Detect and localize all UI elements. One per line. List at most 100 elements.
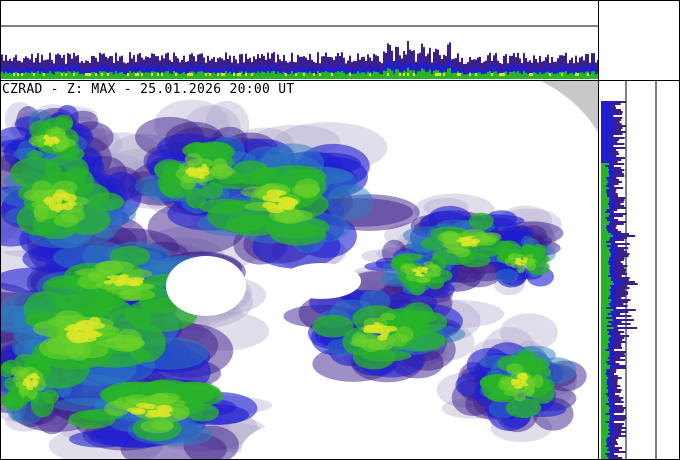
profile-column [327,72,329,79]
profile-column [43,73,45,76]
profile-column [263,72,265,79]
profile-row [601,115,609,117]
echo-cell [511,379,518,386]
profile-column [419,71,421,79]
profile-column [489,71,491,79]
profile-row [601,279,611,281]
profile-row [601,401,609,403]
profile-column [81,73,83,79]
echo-cell [135,408,146,413]
profile-row [601,425,609,427]
profile-row [601,415,610,417]
profile-row [601,237,611,239]
profile-column [107,73,109,76]
profile-row [601,445,606,447]
profile-column [99,71,101,79]
profile-column [373,71,375,79]
profile-row [601,305,611,307]
profile-column [335,72,337,79]
profile-row [601,421,606,423]
profile-column [301,72,303,79]
profile-column [289,73,291,79]
profile-column [185,73,187,79]
profile-column [15,71,17,79]
profile-row [601,363,608,365]
profile-column [139,71,141,79]
profile-column [79,74,81,79]
profile-row [601,387,607,389]
profile-column [247,73,249,79]
echo-cell [424,272,441,277]
echo-cell [52,397,120,413]
profile-column [579,72,581,79]
profile-column [51,73,53,79]
profile-column [467,73,469,79]
echo-cell [116,278,126,284]
profile-column [237,73,239,76]
profile-row [601,337,610,339]
profile-column [111,72,113,79]
profile-column [63,71,65,79]
profile-row [601,187,609,189]
profile-column [209,73,211,76]
reflectivity-echoes [1,81,598,459]
echo-cell [262,201,277,209]
corner-panel [598,0,680,81]
profile-column [521,74,523,79]
profile-column [421,68,423,79]
profile-column [273,70,275,79]
profile-column [161,73,163,76]
profile-row [601,255,611,257]
profile-column [595,74,597,79]
profile-column [519,72,521,79]
profile-column [93,72,95,79]
echo-cell [209,166,235,177]
profile-row [601,257,610,259]
profile-column [543,73,545,79]
profile-column [351,73,353,79]
profile-row [601,311,611,313]
echo-cell [55,203,67,210]
profile-column [127,73,129,76]
profile-column [223,73,225,79]
profile-row [601,395,608,397]
profile-column [321,72,323,79]
profile-column [391,70,393,79]
profile-column [153,71,155,79]
profile-column [85,73,87,76]
profile-column [21,73,23,76]
profile-column [557,72,559,79]
profile-column [479,72,481,79]
profile-column [141,73,143,76]
profile-column [367,71,369,79]
profile-column [45,73,47,79]
profile-column [53,74,55,79]
profile-row [601,375,607,377]
profile-column [417,71,419,79]
profile-column [225,71,227,79]
profile-column [529,73,531,76]
profile-column [513,71,515,79]
profile-column [333,73,335,79]
profile-row [601,175,610,177]
profile-column [253,72,255,79]
profile-column [311,73,313,79]
profile-row [601,243,612,245]
profile-column [245,73,247,76]
echo-cell [417,266,422,270]
profile-row [601,211,606,213]
profile-row [601,447,609,449]
echo-cell [42,389,59,404]
echo-cell [377,334,388,341]
profile-column [223,73,225,76]
profile-column [347,73,349,79]
profile-column [331,73,333,76]
profile-column [499,74,501,79]
profile-column [259,72,261,79]
profile-row [601,143,616,145]
profile-row [601,129,613,131]
profile-row [601,105,610,107]
profile-row [601,397,609,399]
profile-column [575,73,577,76]
profile-column [251,73,253,79]
